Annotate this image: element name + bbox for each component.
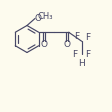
- Text: F: F: [74, 32, 79, 41]
- Text: O: O: [35, 14, 42, 23]
- Text: F: F: [85, 33, 90, 42]
- Text: F: F: [72, 50, 77, 59]
- Text: H: H: [78, 59, 85, 68]
- Text: F: F: [85, 50, 90, 59]
- Text: O: O: [40, 40, 47, 49]
- Text: O: O: [63, 40, 70, 49]
- Text: CH₃: CH₃: [38, 12, 53, 20]
